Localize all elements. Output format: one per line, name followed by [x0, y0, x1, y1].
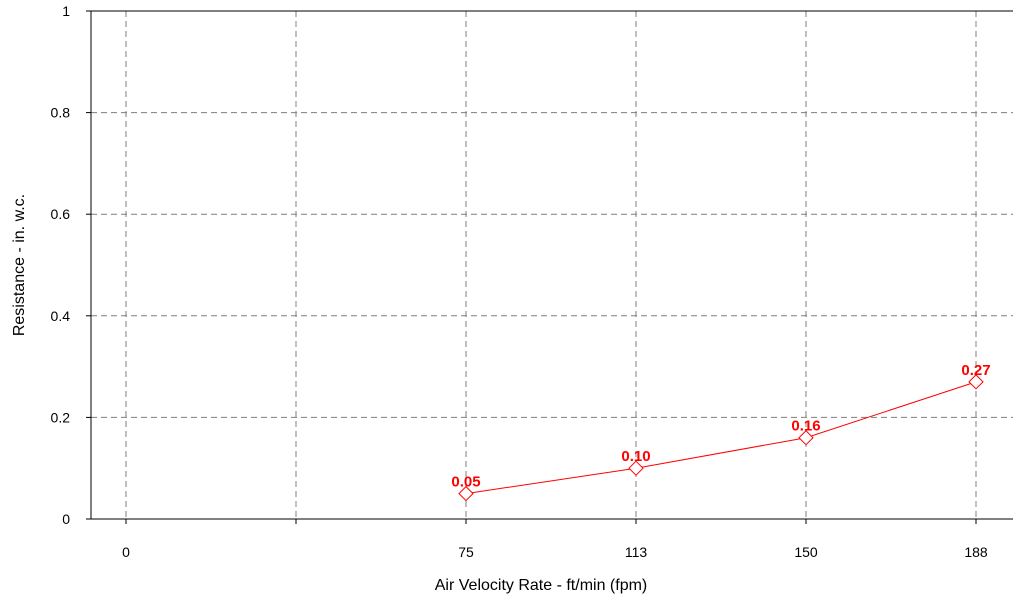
x-axis-ticks: 0 75 113 150 188	[122, 519, 988, 560]
y-axis-title: Resistance - in. w.c.	[11, 194, 28, 336]
data-label: 0.05	[451, 474, 480, 491]
data-point-marker	[458, 485, 474, 502]
data-label: 0.10	[621, 448, 650, 465]
x-tick-label: 75	[458, 544, 474, 560]
y-axis-ticks: 0 0.2 0.4 0.6 0.8 1	[51, 3, 91, 527]
y-tick-label: 1	[62, 3, 70, 19]
y-tick-label: 0.2	[51, 409, 71, 425]
plot-frame	[90, 10, 1013, 520]
x-axis-title: Air Velocity Rate - ft/min (fpm)	[435, 577, 648, 594]
x-tick-label: 150	[794, 544, 818, 560]
data-label: 0.16	[791, 418, 820, 435]
y-tick-label: 0.4	[51, 308, 71, 324]
x-tick-label: 188	[964, 544, 988, 560]
series: 0.05 0.10 0.16 0.27	[451, 362, 991, 502]
y-tick-label: 0.8	[51, 105, 71, 121]
x-tick-label: 113	[625, 544, 648, 560]
y-tick-label: 0.6	[51, 206, 71, 222]
data-label: 0.27	[961, 362, 990, 379]
series-line	[465, 381, 977, 495]
data-point-marker	[968, 374, 984, 390]
x-tick-label: 0	[122, 544, 130, 560]
y-tick-label: 0	[62, 511, 70, 527]
grid	[91, 11, 1013, 519]
data-point-marker	[798, 430, 814, 446]
data-point-marker	[628, 460, 644, 476]
